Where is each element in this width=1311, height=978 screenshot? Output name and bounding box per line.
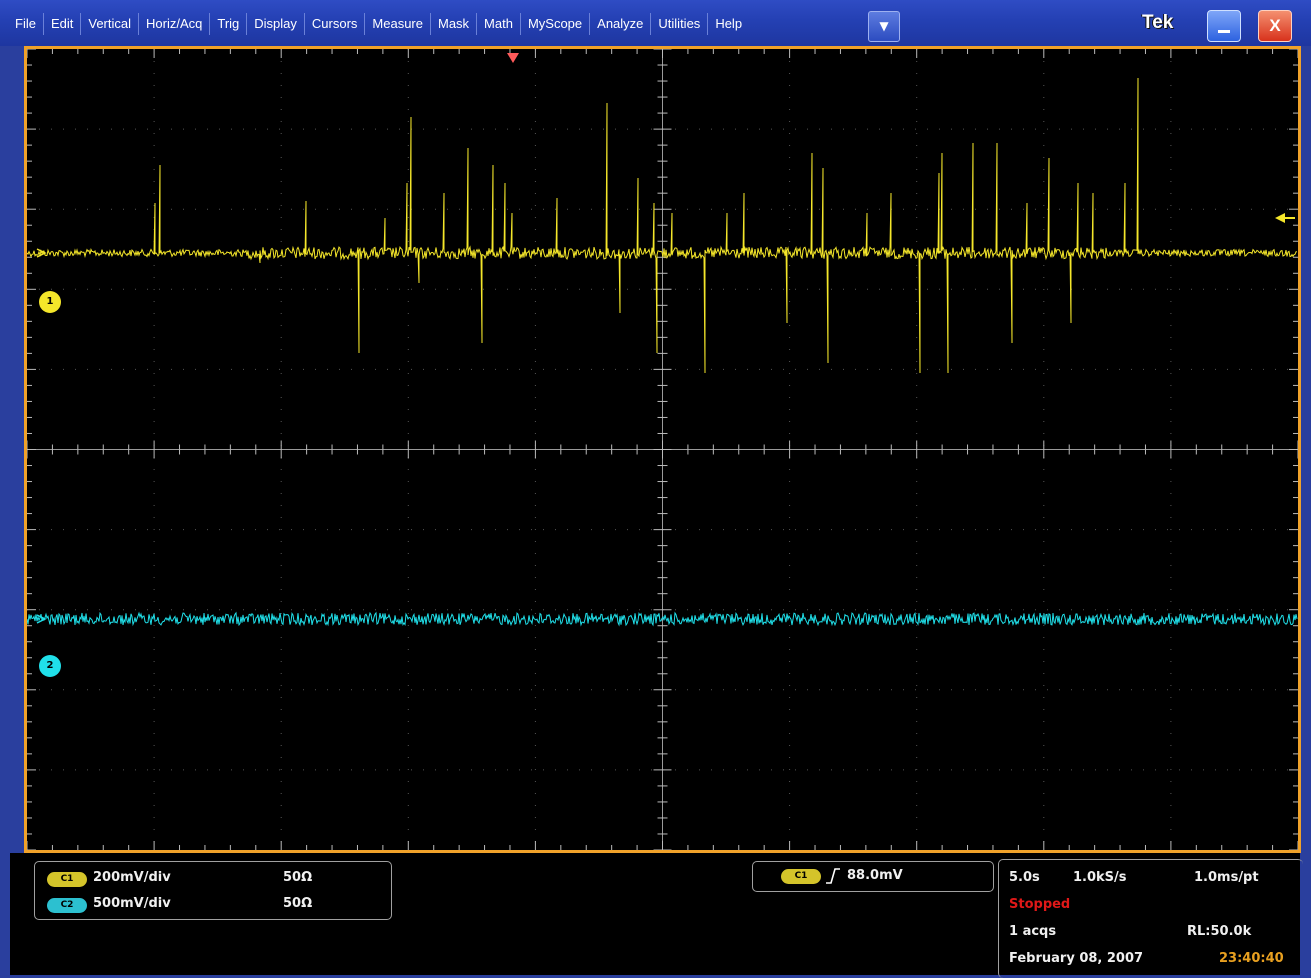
vertical-settings-panel[interactable]: C1 200mV/div 50Ω C2 500mV/div 50Ω (34, 861, 392, 920)
menu-edit[interactable]: Edit (44, 13, 82, 35)
acquisition-count: 1 acqs (1009, 924, 1057, 939)
menu-help[interactable]: Help (715, 16, 743, 31)
waveform-traces (27, 77, 1298, 627)
menu-math[interactable]: Math (477, 13, 521, 35)
horizontal-readout[interactable]: 5.0s 1.0kS/s 1.0ms/pt Stopped 1 acqs RL:… (998, 859, 1303, 978)
trigger-position-icon (507, 53, 519, 63)
minimize-button[interactable] (1207, 10, 1241, 42)
chevron-down-icon: ▼ (879, 19, 889, 33)
menu-cursors[interactable]: Cursors (305, 13, 366, 35)
menu-utilities[interactable]: Utilities (651, 13, 709, 35)
menu-measure[interactable]: Measure (365, 13, 431, 35)
menu-file[interactable]: File (8, 13, 44, 35)
sample-rate: 1.0kS/s (1073, 870, 1127, 885)
acquisition-status: Stopped (1009, 897, 1071, 912)
ch1-ground-arrow-icon (36, 248, 47, 258)
waveform-graticule (27, 49, 1298, 850)
minimize-icon (1218, 30, 1230, 33)
close-icon: X (1269, 16, 1281, 35)
channel-1-scale[interactable]: 200mV/div (93, 870, 171, 885)
menu-dropdown-button[interactable]: ▼ (868, 11, 900, 42)
channel-2-marker[interactable]: 2 (39, 655, 61, 677)
channel-2-scale[interactable]: 500mV/div (93, 896, 171, 911)
menu-bar: File Edit Vertical Horiz/Acq Trig Displa… (0, 0, 1311, 46)
waveform-display[interactable]: 1 2 (24, 46, 1301, 853)
menu-trig[interactable]: Trig (210, 13, 248, 35)
menu-display[interactable]: Display (247, 13, 305, 35)
channel-2-badge[interactable]: C2 (47, 898, 87, 913)
trigger-level: 88.0mV (847, 868, 903, 883)
tek-logo: Tek (1142, 12, 1174, 33)
acquisition-date: February 08, 2007 (1009, 951, 1144, 966)
channel-2-trace (27, 611, 1298, 627)
ch2-ground-arrow-icon (36, 614, 47, 624)
menu-mask[interactable]: Mask (431, 13, 478, 35)
channel-2-impedance: 50Ω (283, 896, 313, 911)
timebase-value: 5.0s (1009, 870, 1040, 885)
menu-myscope[interactable]: MyScope (521, 13, 591, 35)
trigger-level-icon (1275, 213, 1295, 223)
acquisition-time: 23:40:40 (1219, 951, 1284, 966)
menu-vertical[interactable]: Vertical (81, 13, 139, 35)
channel-1-marker[interactable]: 1 (39, 291, 61, 313)
channel-1-impedance: 50Ω (283, 870, 313, 885)
status-area: C1 200mV/div 50Ω C2 500mV/div 50Ω C1 88.… (10, 853, 1303, 978)
trigger-source-badge: C1 (781, 869, 821, 884)
close-button[interactable]: X (1258, 10, 1292, 42)
menu: File Edit Vertical Horiz/Acq Trig Displa… (8, 13, 749, 35)
record-length: RL:50.0k (1187, 924, 1252, 939)
channel-1-trace (27, 77, 1298, 374)
graticule-grid (27, 49, 1298, 850)
menu-analyze[interactable]: Analyze (590, 13, 652, 35)
channel-1-badge[interactable]: C1 (47, 872, 87, 887)
rising-edge-icon (826, 868, 840, 884)
resolution: 1.0ms/pt (1194, 870, 1259, 885)
menu-horiz-acq[interactable]: Horiz/Acq (139, 13, 211, 35)
trigger-readout[interactable]: C1 88.0mV (752, 861, 994, 892)
